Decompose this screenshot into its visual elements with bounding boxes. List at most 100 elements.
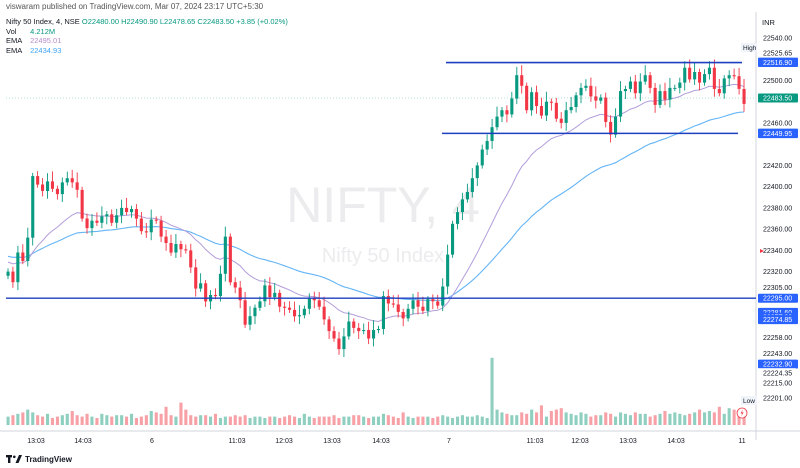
time-tick-label: 14:03 <box>667 438 685 445</box>
ema-fast-value: 22495.01 <box>30 36 62 45</box>
candle-body <box>130 209 134 213</box>
price-tick-label: 22215.00 <box>763 381 792 388</box>
candle <box>6 268 10 280</box>
candle <box>36 171 40 188</box>
price-tick-label: 22201.00 <box>763 396 792 403</box>
candle-body <box>688 67 692 80</box>
volume-bar <box>722 413 726 425</box>
candle <box>21 244 25 265</box>
volume-row: Vol 4.212M <box>6 27 288 37</box>
volume-bar <box>372 416 376 425</box>
price-axis[interactable]: 22540.00 22500.00 22460.00 22420.00 22400.00… <box>736 36 798 419</box>
currency-label[interactable]: INR <box>762 18 775 27</box>
volume-bar <box>184 409 188 425</box>
volume-bar <box>475 415 479 425</box>
candle-body <box>539 106 543 116</box>
candle-body <box>426 299 430 311</box>
low-marker: Low <box>741 396 757 405</box>
time-tick-label: 11:03 <box>527 438 544 445</box>
candle <box>204 280 208 307</box>
candle <box>559 112 563 129</box>
candle <box>431 294 435 310</box>
candle-body <box>515 75 519 99</box>
price-label-text: 22449.95 <box>763 131 792 138</box>
volume-bar <box>574 415 578 425</box>
price-tick-label: 22460.00 <box>763 121 792 128</box>
watermark: NIFTY, 4 Nifty 50 Index <box>286 177 480 267</box>
candle-body <box>663 91 667 100</box>
price-tick-label: 22400.00 <box>763 184 792 191</box>
time-axis[interactable]: 13:03 14:03 6 11:03 12:03 13:03 14:03 7 11:03 12:… <box>27 438 745 445</box>
volume-bar <box>401 412 405 425</box>
ema-slow-label[interactable]: EMA <box>6 45 23 55</box>
volume-bar <box>278 418 282 425</box>
volume-bar <box>273 416 277 425</box>
candle <box>312 291 316 309</box>
candle <box>130 205 134 218</box>
volume-bar <box>406 416 410 425</box>
price-tick-label: 22320.00 <box>763 269 792 276</box>
candle-body <box>307 298 311 309</box>
time-tick-label: 14:03 <box>372 438 390 445</box>
candle <box>115 208 119 229</box>
time-tick-label: 13:03 <box>619 438 637 445</box>
candle <box>337 331 341 355</box>
candle <box>712 59 716 97</box>
price-tick-label: 22258.00 <box>763 335 792 342</box>
candle-body <box>248 316 252 325</box>
candle <box>154 216 158 224</box>
time-tick-label: 11 <box>738 438 745 445</box>
candle-body <box>204 283 208 302</box>
volume-bar <box>470 416 474 425</box>
volume-label[interactable]: Vol <box>6 26 17 36</box>
price-label-text: 22274.85 <box>763 317 792 324</box>
candle <box>352 318 356 334</box>
volume-bar <box>238 416 242 425</box>
candle-body <box>283 306 287 308</box>
horizontal-lines[interactable] <box>6 61 756 299</box>
symbol-label[interactable]: Nifty 50 Index, 4, NSE <box>6 17 80 26</box>
price-label-bg <box>758 315 798 325</box>
candle <box>144 223 148 238</box>
candle-body <box>100 216 104 223</box>
candle <box>60 177 64 202</box>
volume-bar <box>75 415 79 425</box>
volume-bar <box>436 416 440 425</box>
candle-body <box>500 110 504 117</box>
candle-body <box>693 72 697 80</box>
candle-body <box>416 300 420 307</box>
candle-body <box>194 267 198 289</box>
tradingview-brand[interactable]: TradingView <box>6 452 72 466</box>
price-label-text: 22224.35 <box>763 371 792 378</box>
candle-body <box>633 81 637 94</box>
candle-body <box>268 285 272 298</box>
candle-body <box>628 81 632 89</box>
candle-body <box>149 219 153 233</box>
tradingview-logo-icon <box>6 455 22 463</box>
volume-bar <box>732 409 736 425</box>
high-marker-bg <box>741 43 757 52</box>
volume-bar <box>693 412 697 425</box>
volume-bar <box>505 413 509 425</box>
candle <box>707 61 711 80</box>
volume-bar <box>431 418 435 425</box>
candle-body <box>184 249 188 251</box>
candle <box>238 281 242 309</box>
candle-body <box>609 121 613 135</box>
volume-bar <box>737 411 741 425</box>
volume-bar <box>698 409 702 425</box>
candle-body <box>159 220 163 237</box>
candle <box>579 83 583 104</box>
candle <box>105 211 109 225</box>
volume-bar <box>376 416 380 425</box>
candle <box>673 84 677 92</box>
volume-bar <box>352 415 356 425</box>
candle-body <box>372 330 376 339</box>
candle-body <box>362 330 366 332</box>
price-label: 22483.50 <box>758 93 798 103</box>
ema-fast-label[interactable]: EMA <box>6 36 23 45</box>
candle-body <box>134 209 138 219</box>
candle-body <box>520 75 524 86</box>
symbol-row: Nifty 50 Index, 4, NSE O22480.00 H22490.… <box>6 17 288 27</box>
